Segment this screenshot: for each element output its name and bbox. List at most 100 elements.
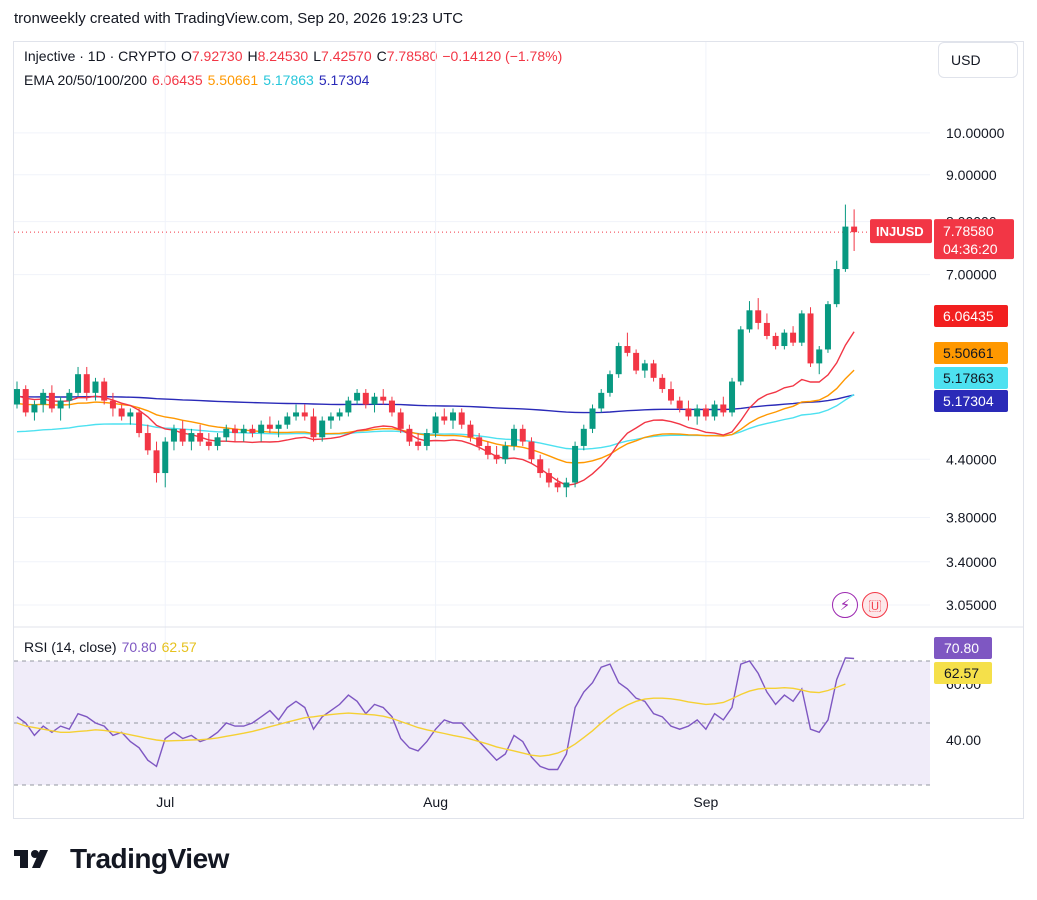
rsi-ma-tag: 62.57 — [944, 665, 979, 681]
candle-body — [75, 374, 82, 393]
candle-body — [22, 389, 29, 413]
candle-body — [275, 424, 282, 429]
candle-body — [563, 482, 570, 488]
candle-body — [380, 396, 387, 401]
candle-body — [354, 392, 361, 401]
candle-body — [441, 416, 448, 421]
rsi-ma-tag-bg — [934, 662, 992, 684]
close-label: C — [376, 48, 387, 64]
ema200-price-label-bg — [934, 390, 1008, 412]
candle-body — [824, 304, 831, 350]
time-label-aug: Aug — [423, 794, 448, 810]
ema20-price-label: 6.06435 — [943, 308, 994, 324]
rsi-tick-label: 40.00 — [946, 732, 981, 748]
candle-body — [502, 445, 509, 460]
candle-body — [554, 482, 561, 488]
chart-attribution: tronweekly created with TradingView.com,… — [14, 10, 464, 27]
candle-body — [816, 349, 823, 364]
candle-body — [659, 377, 666, 390]
candle-body — [763, 322, 770, 336]
candle-body — [293, 412, 300, 417]
candle-body — [83, 374, 90, 393]
rsi-ma-legend-value: 62.57 — [161, 639, 197, 655]
ema200-value: 5.17304 — [318, 72, 370, 88]
price-tick-label: 3.80000 — [946, 510, 997, 526]
candle-body — [92, 381, 99, 393]
ema20-value: 6.06435 — [152, 72, 203, 88]
symbol-tag-bg — [870, 219, 932, 244]
candle-body — [136, 412, 143, 434]
ema-legend-label[interactable]: EMA 20/50/100/200 — [24, 72, 147, 88]
rsi-ma-line — [16, 683, 846, 757]
candle-body — [118, 408, 125, 417]
candle-body — [685, 408, 692, 417]
symbol-title[interactable]: Injective · 1D · CRYPTO — [24, 48, 176, 64]
ema100-value: 5.17863 — [263, 72, 314, 88]
grid-lines — [14, 42, 930, 785]
last-price-value: 7.78580 — [943, 223, 994, 239]
candle-body — [40, 392, 47, 405]
candle-body — [598, 392, 605, 409]
candle-body — [484, 445, 491, 455]
symbol-legend[interactable]: Injective · 1D · CRYPTO O 7.92730 H 8.2453… — [24, 48, 567, 64]
ema-legend[interactable]: EMA 20/50/100/200 6.06435 5.50661 5.1786… — [24, 72, 374, 88]
ema50-price-label-bg — [934, 342, 1008, 364]
candle-body — [519, 428, 526, 442]
candle-body — [371, 396, 378, 405]
candle-body — [162, 441, 169, 474]
candle-body — [711, 404, 718, 417]
low-value: 7.42570 — [321, 48, 372, 64]
price-chart[interactable]: 10.000009.000008.000007.000004.400003.80… — [0, 0, 1037, 820]
candle-body — [31, 404, 38, 413]
rsi-line — [16, 657, 855, 771]
candle-body — [362, 392, 369, 405]
candlestick-series — [14, 204, 858, 498]
candle-body — [57, 400, 64, 409]
ema50-price-label: 5.50661 — [943, 345, 994, 361]
candle-body — [223, 428, 230, 438]
candle-body — [284, 416, 291, 425]
low-label: L — [313, 48, 322, 64]
candle-body — [572, 445, 579, 483]
candle-body — [606, 374, 613, 393]
candle-body — [345, 400, 352, 413]
candle-body — [842, 226, 849, 270]
open-value: 7.92730 — [191, 48, 243, 64]
candle-body — [327, 416, 334, 421]
candle-body — [458, 412, 465, 425]
candle-body — [197, 433, 204, 442]
tradingview-logo: TradingView — [14, 843, 229, 875]
last-price-tag-bg — [934, 219, 1014, 260]
candle-body — [423, 433, 430, 446]
countdown-value: 04:36:20 — [943, 241, 998, 257]
candle-body — [48, 392, 55, 409]
candle-body — [798, 313, 805, 343]
rsi-legend[interactable]: RSI (14, close) 70.80 62.57 — [24, 639, 202, 655]
price-tick-label: 10.00000 — [946, 125, 1005, 141]
rsi-legend-label[interactable]: RSI (14, close) — [24, 639, 117, 655]
price-tick-label: 4.40000 — [946, 451, 997, 467]
price-axis-labels: INJUSD 7.78580 04:36:20 6.06435 5.50661 5.178… — [870, 219, 1014, 412]
lightning-icon[interactable]: ⚡ — [832, 592, 858, 618]
candle-body — [493, 454, 500, 460]
candle-body — [415, 441, 422, 446]
candle-body — [205, 441, 212, 446]
candle-body — [511, 428, 518, 446]
candle-body — [406, 428, 413, 442]
ema20-line — [16, 331, 855, 487]
currency-button[interactable]: USD — [938, 42, 1018, 78]
close-value: 7.78580 — [386, 48, 438, 64]
ema20-price-label-bg — [934, 305, 1008, 327]
candle-body — [450, 412, 456, 421]
candle-body — [66, 392, 73, 401]
candle-body — [580, 428, 587, 446]
chart-frame — [13, 41, 1024, 819]
candle-body — [14, 389, 20, 405]
candle-body — [545, 473, 552, 483]
us-flag-icon[interactable]: 🇺 — [862, 592, 888, 618]
candle-body — [790, 332, 797, 343]
candle-body — [737, 329, 744, 382]
tradingview-mark-icon — [14, 850, 48, 868]
candle-body — [127, 412, 134, 417]
